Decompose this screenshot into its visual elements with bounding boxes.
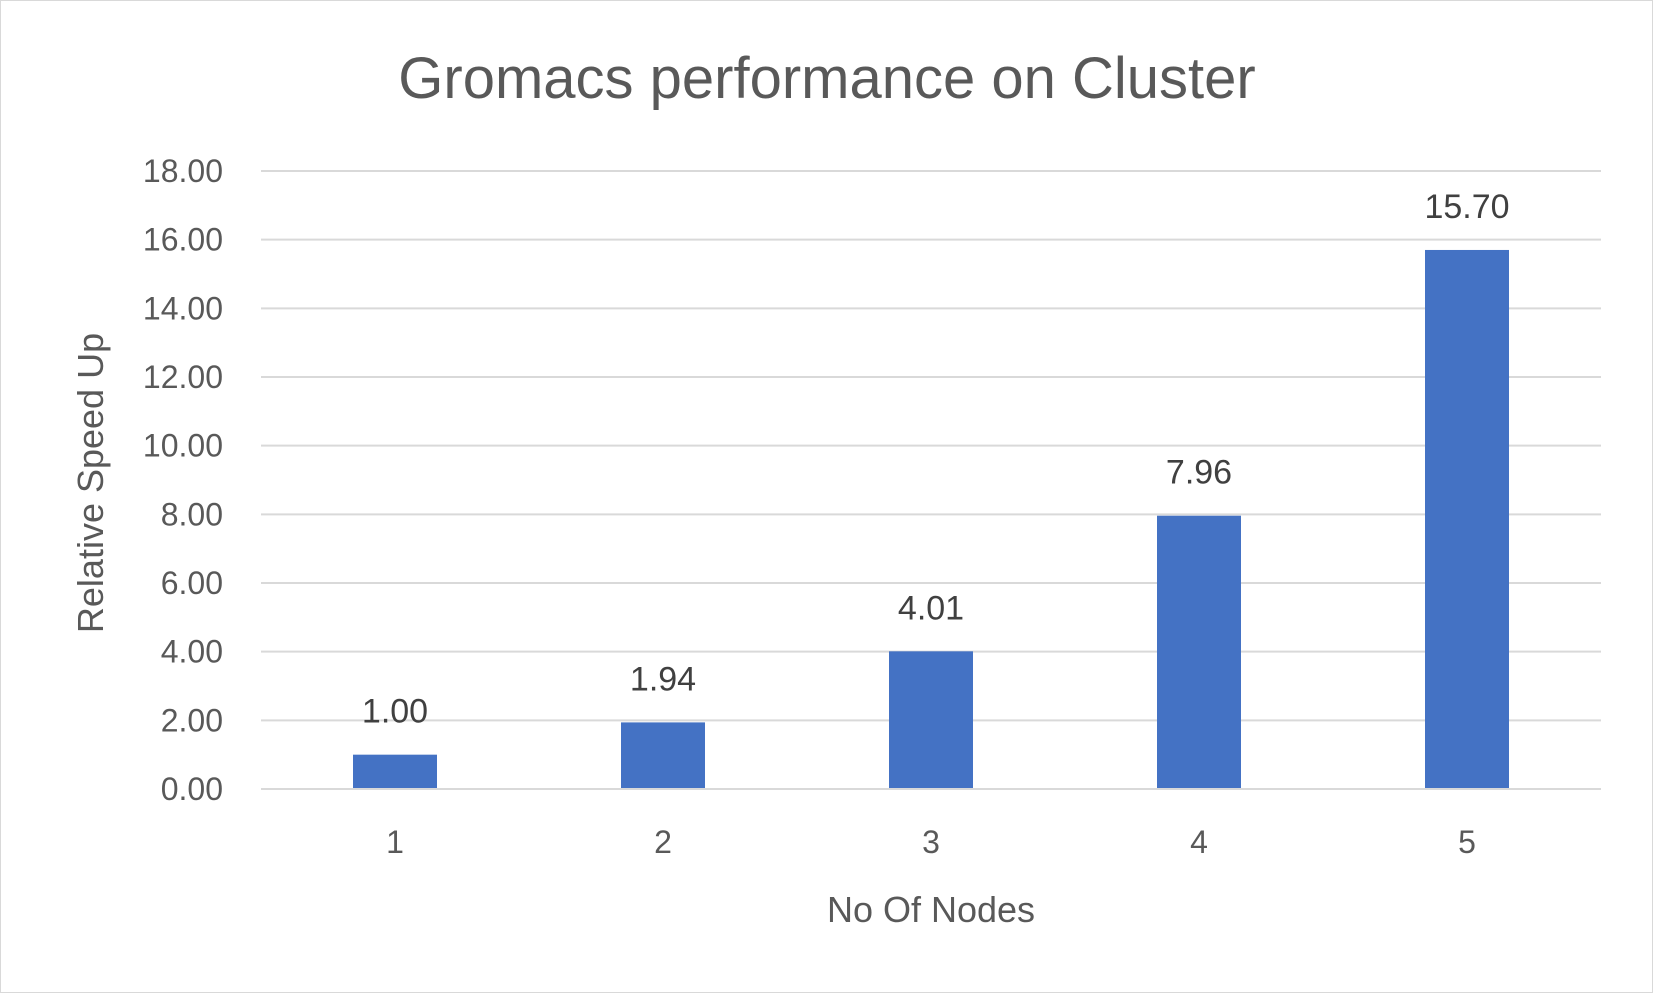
- x-tick-label: 5: [1458, 824, 1476, 860]
- y-tick-label: 10.00: [143, 428, 223, 464]
- bar-2: [621, 722, 705, 789]
- x-tick-label: 3: [922, 824, 940, 860]
- data-label: 1.94: [630, 660, 696, 698]
- gridlines: [261, 170, 1601, 790]
- data-label: 7.96: [1166, 454, 1232, 492]
- y-tick-label: 8.00: [161, 496, 223, 532]
- x-tick-label: 2: [654, 824, 672, 860]
- y-tick-label: 2.00: [161, 702, 223, 738]
- data-labels: 1.00 1.94 4.01 7.96 15.70: [362, 188, 1510, 731]
- y-axis-title: Relative Speed Up: [70, 333, 111, 633]
- bar-4: [1157, 515, 1241, 789]
- data-label: 1.00: [362, 693, 428, 731]
- y-tick-label: 14.00: [143, 290, 223, 326]
- y-tick-label: 12.00: [143, 359, 223, 395]
- bars: [261, 249, 1601, 790]
- y-tick-label: 6.00: [161, 565, 223, 601]
- y-tick-label: 0.00: [161, 771, 223, 807]
- x-axis-tick-labels: 1 2 3 4 5: [386, 824, 1476, 860]
- y-tick-label: 4.00: [161, 634, 223, 670]
- y-tick-label: 16.00: [143, 222, 223, 258]
- bar-3: [889, 651, 973, 789]
- x-axis-title: No Of Nodes: [827, 889, 1035, 930]
- bar-1: [353, 754, 437, 789]
- bar-5: [1425, 249, 1509, 789]
- y-axis-tick-labels: 0.00 2.00 4.00 6.00 8.00 10.00 12.00 14.00 16.00…: [143, 153, 223, 807]
- data-label: 4.01: [898, 589, 964, 627]
- chart-title: Gromacs performance on Cluster: [398, 46, 1255, 111]
- y-tick-label: 18.00: [143, 153, 223, 189]
- data-label: 15.70: [1424, 188, 1509, 226]
- x-tick-label: 4: [1190, 824, 1208, 860]
- x-tick-label: 1: [386, 824, 404, 860]
